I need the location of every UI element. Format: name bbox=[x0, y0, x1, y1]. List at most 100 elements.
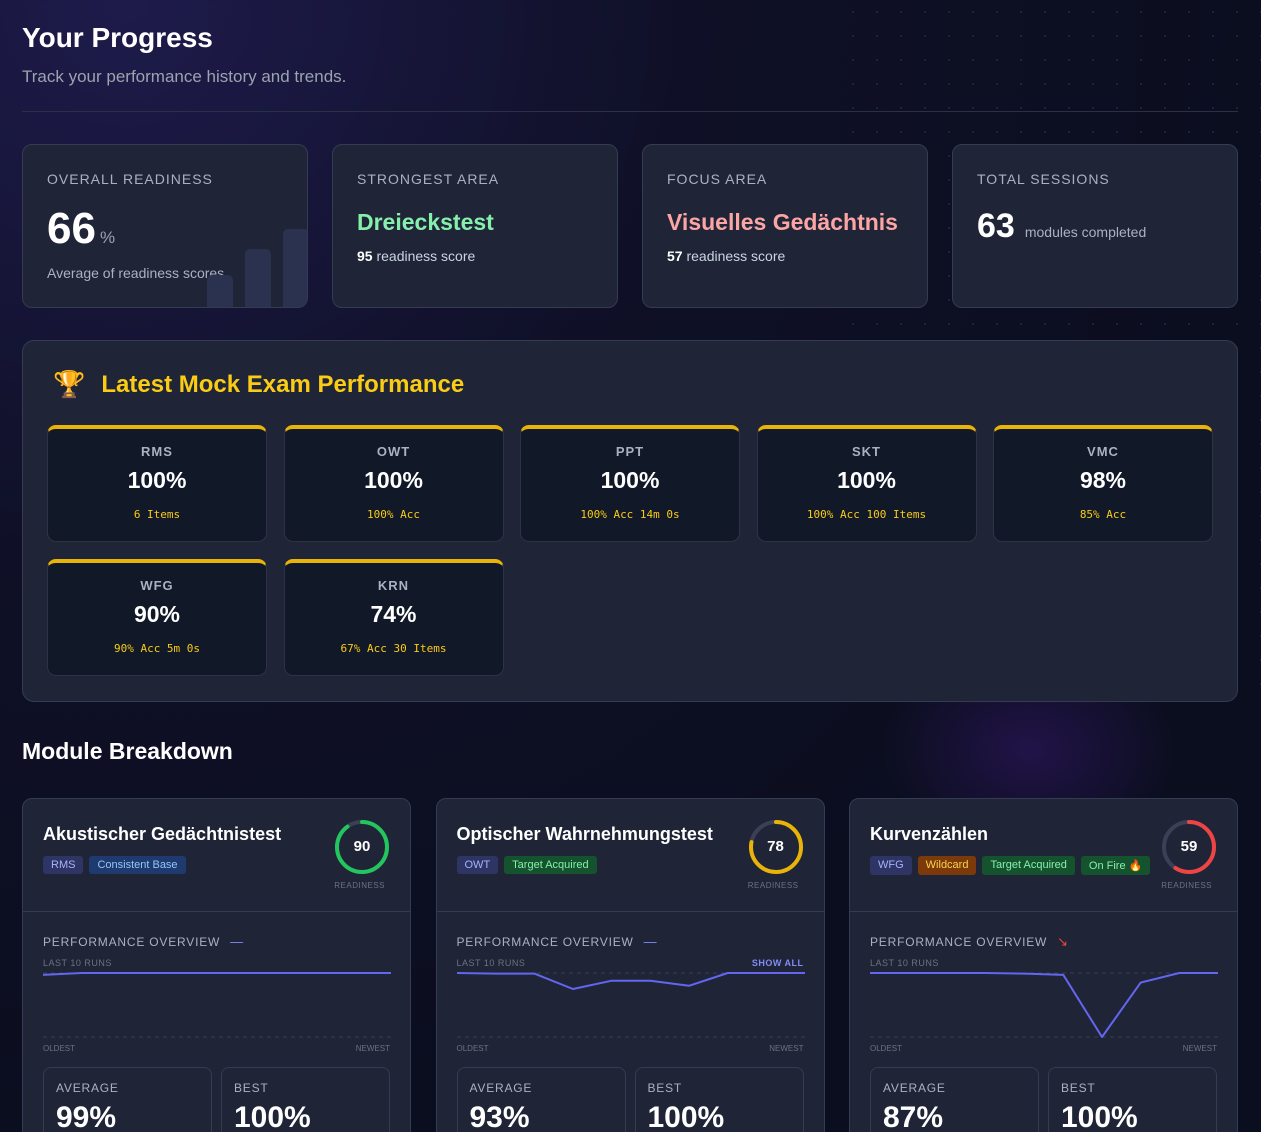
readiness-ring bbox=[335, 820, 389, 874]
sessions-description: modules completed bbox=[1024, 224, 1147, 240]
mock-exam-header: 🏆 Latest Mock Exam Performance bbox=[53, 369, 464, 400]
result-detail: 90% Acc 5m 0s bbox=[113, 642, 201, 655]
module-card[interactable]: Kurvenzählen WFG Wildcard Target Acquired On… bbox=[849, 798, 1238, 1132]
performance-overview-label: PERFORMANCE OVERVIEW bbox=[43, 934, 221, 949]
module-tag: Consistent Base bbox=[89, 856, 186, 874]
ring-progress bbox=[748, 820, 803, 874]
best-value: 100% bbox=[1061, 1101, 1138, 1132]
mock-result-card[interactable]: RMS 100% 6 Items bbox=[47, 425, 267, 542]
newest-label: NEWEST bbox=[355, 1044, 390, 1053]
module-tag: Target Acquired bbox=[982, 856, 1075, 875]
result-detail: 100% Acc 14m 0s bbox=[580, 508, 680, 521]
result-percent: 100% bbox=[837, 467, 896, 493]
last-runs-label: LAST 10 RUNS bbox=[870, 958, 939, 968]
show-all-link[interactable]: SHOW ALL bbox=[751, 958, 804, 968]
header-divider bbox=[22, 111, 1238, 112]
module-code: OWT bbox=[376, 444, 411, 459]
focus-area-card: FOCUS AREA Visuelles Gedächtnis 57 readi… bbox=[642, 144, 928, 308]
module-tags: RMS Consistent Base bbox=[43, 856, 186, 874]
module-tag: OWT bbox=[456, 856, 499, 874]
oldest-label: OLDEST bbox=[870, 1044, 903, 1053]
module-card[interactable]: Optischer Wahrnehmungstest OWT Target Acqu… bbox=[435, 798, 825, 1132]
trend-icon: — bbox=[643, 934, 658, 949]
readiness-unit: % bbox=[99, 228, 116, 247]
sparkline-series bbox=[456, 972, 805, 990]
performance-overview-label: PERFORMANCE OVERVIEW bbox=[456, 934, 634, 949]
performance-overview-title: PERFORMANCE OVERVIEW — bbox=[43, 934, 244, 949]
readiness-label: READINESS bbox=[1161, 881, 1212, 890]
performance-overview-title: PERFORMANCE OVERVIEW — bbox=[457, 934, 658, 949]
newest-label: NEWEST bbox=[1182, 1044, 1217, 1053]
mock-result-card[interactable]: WFG 90% 90% Acc 5m 0s bbox=[47, 559, 267, 676]
sessions-row: 63 modules completed bbox=[977, 207, 1213, 246]
trend-icon: — bbox=[230, 934, 244, 949]
module-breakdown-title: Module Breakdown bbox=[22, 738, 233, 764]
best-box: BEST 100% bbox=[221, 1067, 390, 1132]
overall-readiness-card: OVERALL READINESS 66% Average of readine… bbox=[22, 144, 308, 308]
average-value: 93% bbox=[469, 1101, 530, 1132]
average-value: 87% bbox=[883, 1101, 944, 1132]
strongest-area-card: STRONGEST AREA Dreieckstest 95 readiness… bbox=[332, 144, 618, 308]
score-suffix: readiness score bbox=[686, 248, 786, 264]
newest-label: NEWEST bbox=[769, 1044, 804, 1053]
result-percent: 100% bbox=[364, 467, 423, 493]
result-detail: 100% Acc bbox=[367, 508, 420, 521]
module-name: Kurvenzählen bbox=[870, 824, 989, 844]
trend-icon: ↘ bbox=[1057, 934, 1069, 949]
strongest-area-name: Dreieckstest bbox=[357, 209, 494, 235]
stat-label: STRONGEST AREA bbox=[357, 171, 500, 187]
mock-result-card[interactable]: OWT 100% 100% Acc bbox=[283, 425, 504, 542]
readiness-ring bbox=[1162, 820, 1216, 874]
result-detail: 85% Acc bbox=[1079, 508, 1127, 521]
trophy-icon: 🏆 bbox=[53, 369, 86, 399]
mock-result-card[interactable]: PPT 100% 100% Acc 14m 0s bbox=[520, 425, 740, 542]
readiness-label: READINESS bbox=[334, 881, 385, 890]
stat-label: TOTAL SESSIONS bbox=[977, 171, 1110, 187]
best-box: BEST 100% bbox=[634, 1067, 804, 1132]
performance-sparkline bbox=[870, 972, 1218, 1038]
performance-sparkline bbox=[43, 972, 391, 1038]
module-code: KRN bbox=[377, 578, 410, 593]
average-label: AVERAGE bbox=[56, 1081, 119, 1095]
best-value: 100% bbox=[234, 1101, 311, 1132]
mock-result-card[interactable]: VMC 98% 85% Acc bbox=[993, 425, 1213, 542]
mock-result-card[interactable]: KRN 74% 67% Acc 30 Items bbox=[283, 559, 504, 676]
module-tags: WFG Wildcard Target Acquired On Fire 🔥 bbox=[870, 856, 1151, 875]
module-card-header: Optischer Wahrnehmungstest OWT Target Acqu… bbox=[436, 799, 824, 912]
sparkline-series bbox=[870, 972, 1218, 1038]
decorative-bars-icon bbox=[207, 227, 307, 307]
performance-overview-title: PERFORMANCE OVERVIEW ↘ bbox=[870, 934, 1069, 950]
last-runs-label: LAST 10 RUNS bbox=[43, 958, 112, 968]
module-name: Optischer Wahrnehmungstest bbox=[456, 824, 713, 844]
sparkline-series bbox=[43, 972, 391, 976]
best-label: BEST bbox=[647, 1081, 683, 1095]
mock-result-card[interactable]: SKT 100% 100% Acc 100 Items bbox=[756, 425, 977, 542]
module-tags: OWT Target Acquired bbox=[456, 856, 597, 874]
ring-progress bbox=[1162, 820, 1216, 874]
result-percent: 90% bbox=[133, 601, 181, 627]
average-box: AVERAGE 87% bbox=[870, 1067, 1039, 1132]
module-code: PPT bbox=[615, 444, 645, 459]
result-detail: 100% Acc 100 Items bbox=[806, 508, 927, 521]
result-percent: 74% bbox=[370, 601, 417, 627]
score-number: 95 bbox=[357, 248, 373, 264]
average-label: AVERAGE bbox=[469, 1081, 533, 1095]
stat-label: FOCUS AREA bbox=[667, 171, 768, 187]
best-label: BEST bbox=[234, 1081, 269, 1095]
stat-description: Average of readiness scores bbox=[47, 265, 225, 281]
readiness-value: 90 bbox=[353, 838, 371, 855]
total-sessions-card: TOTAL SESSIONS 63 modules completed bbox=[952, 144, 1238, 308]
module-card-header: Kurvenzählen WFG Wildcard Target Acquired On… bbox=[850, 799, 1237, 912]
oldest-label: OLDEST bbox=[456, 1044, 489, 1053]
module-card[interactable]: Akustischer Gedächtnistest RMS Consistent … bbox=[22, 798, 411, 1132]
performance-sparkline bbox=[456, 972, 805, 1038]
focus-area-name: Visuelles Gedächtnis bbox=[667, 209, 898, 235]
result-detail: 67% Acc 30 Items bbox=[340, 642, 447, 655]
result-percent: 98% bbox=[1079, 467, 1127, 493]
average-label: AVERAGE bbox=[883, 1081, 946, 1095]
strongest-area-score: 95 readiness score bbox=[357, 248, 593, 264]
readiness-label: READINESS bbox=[747, 881, 799, 890]
average-value: 99% bbox=[56, 1101, 117, 1132]
result-detail: 6 Items bbox=[133, 508, 181, 521]
module-code: SKT bbox=[852, 444, 881, 459]
